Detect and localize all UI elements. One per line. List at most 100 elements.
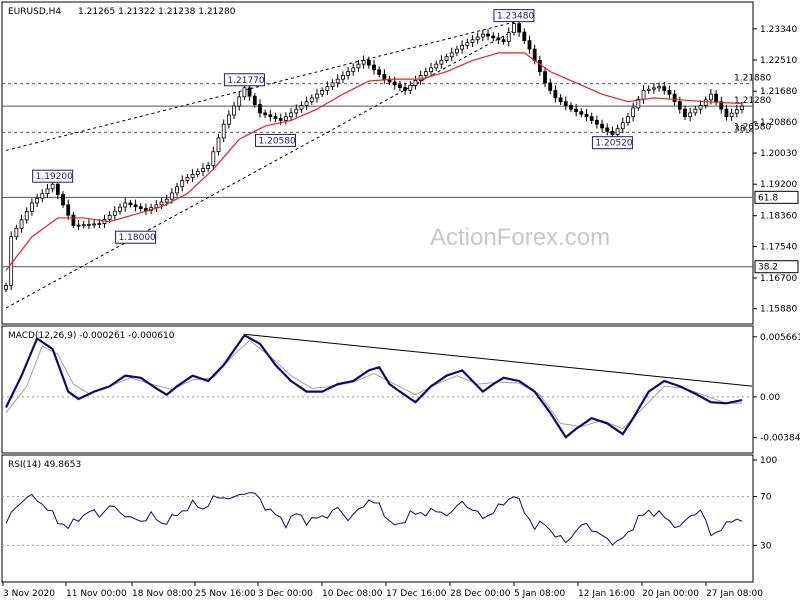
y-tick-label: -0.00384 xyxy=(760,434,800,444)
candle-body xyxy=(480,33,485,38)
price-annotation-label: 1.19200 xyxy=(36,172,73,182)
candle-body xyxy=(242,87,247,98)
candle-body xyxy=(221,123,226,139)
level-price-box xyxy=(754,260,799,274)
candle-body xyxy=(372,64,376,71)
candle-body xyxy=(283,116,288,121)
candle-body xyxy=(273,116,278,119)
candle-body xyxy=(180,180,185,188)
candle-body xyxy=(278,118,283,121)
candle-body xyxy=(553,90,558,99)
y-tick-label: 1.18360 xyxy=(760,212,797,222)
candle-body xyxy=(734,109,739,114)
x-tick-label: 27 Jan 08:00 xyxy=(706,589,763,599)
candle-body xyxy=(45,188,50,194)
candle-body xyxy=(605,127,610,132)
candle-body xyxy=(475,36,480,41)
y-tick-label: 1.20030 xyxy=(760,149,797,159)
fib-level-label: 1.21880 xyxy=(734,74,771,84)
candle-body xyxy=(626,116,630,124)
candle-body xyxy=(252,95,257,105)
macd-signal-line xyxy=(5,339,742,430)
candle-body xyxy=(30,202,34,212)
candle-body xyxy=(672,93,677,103)
candle-body xyxy=(144,208,148,211)
candle-body xyxy=(698,105,703,110)
rsi-panel: RSI(14) 49.8653 100 70 30 xyxy=(1,454,777,583)
candle-body xyxy=(268,114,273,118)
candle-body xyxy=(211,151,216,166)
candle-body xyxy=(382,74,387,80)
candle-body xyxy=(341,75,345,80)
candle-body xyxy=(403,87,407,91)
price-annotation-box xyxy=(493,9,535,23)
y-tick-label: 1.21680 xyxy=(760,87,797,97)
rsi-panel-frame xyxy=(1,454,754,583)
candle-body xyxy=(309,97,314,103)
candle-body xyxy=(351,67,356,73)
x-tick-label: 10 Dec 08:00 xyxy=(322,589,383,599)
candle-body xyxy=(361,59,366,65)
candle-body xyxy=(4,285,8,290)
candle-body xyxy=(620,122,625,130)
candle-body xyxy=(55,183,60,195)
macd-title: MACD(12,26,9) -0.000261 -0.000610 xyxy=(8,331,175,341)
y-tick-label: 30 xyxy=(760,541,772,551)
candle-body xyxy=(138,206,143,209)
candle-body xyxy=(408,85,413,91)
candle-body xyxy=(154,204,159,209)
candle-body xyxy=(532,48,537,61)
candle-body xyxy=(164,198,169,203)
candle-body xyxy=(563,101,568,106)
candle-body xyxy=(579,111,584,115)
candle-body xyxy=(76,224,81,227)
candle-body xyxy=(413,80,418,86)
macd-panel: MACD(12,26,9) -0.000261 -0.000610 0.0056… xyxy=(1,325,800,454)
x-tick-label: 17 Dec 16:00 xyxy=(386,589,447,599)
candle-body xyxy=(35,197,39,204)
candle-body xyxy=(304,101,309,106)
candle-body xyxy=(330,82,335,88)
candle-body xyxy=(92,223,97,226)
candle-body xyxy=(683,108,687,118)
fib-level-label: 1.21280 xyxy=(734,96,771,106)
candle-body xyxy=(159,201,164,206)
x-tick-label: 28 Dec 00:00 xyxy=(450,589,511,599)
candle-body xyxy=(232,105,236,116)
candle-body xyxy=(398,84,402,88)
price-annotation-label: 1.20580 xyxy=(259,136,296,146)
watermark: ActionForex.com xyxy=(430,224,610,251)
candle-body xyxy=(128,202,133,206)
level-price-box xyxy=(754,190,799,204)
candle-body xyxy=(527,40,532,50)
chart-symbol-label: EURUSD,H4 xyxy=(8,7,61,17)
macd-line xyxy=(5,333,743,439)
candle-body xyxy=(714,93,718,103)
x-tick-label: 25 Nov 16:00 xyxy=(195,589,256,599)
candle-body xyxy=(9,236,14,286)
candle-body xyxy=(594,120,599,125)
candle-body xyxy=(740,105,744,111)
candle-body xyxy=(657,86,661,89)
candle-body xyxy=(496,37,501,41)
candle-body xyxy=(470,39,475,43)
candle-body xyxy=(24,210,29,221)
candle-body xyxy=(486,33,490,37)
candle-body xyxy=(615,128,620,136)
x-tick-label: 11 Nov 00:00 xyxy=(66,589,127,599)
level-price-label: 61.8 xyxy=(758,193,778,203)
candle-body xyxy=(724,108,729,118)
candle-body xyxy=(195,171,200,175)
x-tick-label: 3 Dec 00:00 xyxy=(258,589,313,599)
candle-body xyxy=(237,96,242,107)
candle-body xyxy=(356,63,361,69)
candle-body xyxy=(636,98,641,109)
price-annotation-box xyxy=(591,136,633,150)
candle-body xyxy=(543,71,547,84)
candle-body xyxy=(14,227,19,238)
candle-body xyxy=(87,223,91,226)
fib-level-label: 1.20580 xyxy=(734,122,771,132)
y-tick-label: 0.005661 xyxy=(760,333,800,343)
candle-body xyxy=(206,165,211,169)
